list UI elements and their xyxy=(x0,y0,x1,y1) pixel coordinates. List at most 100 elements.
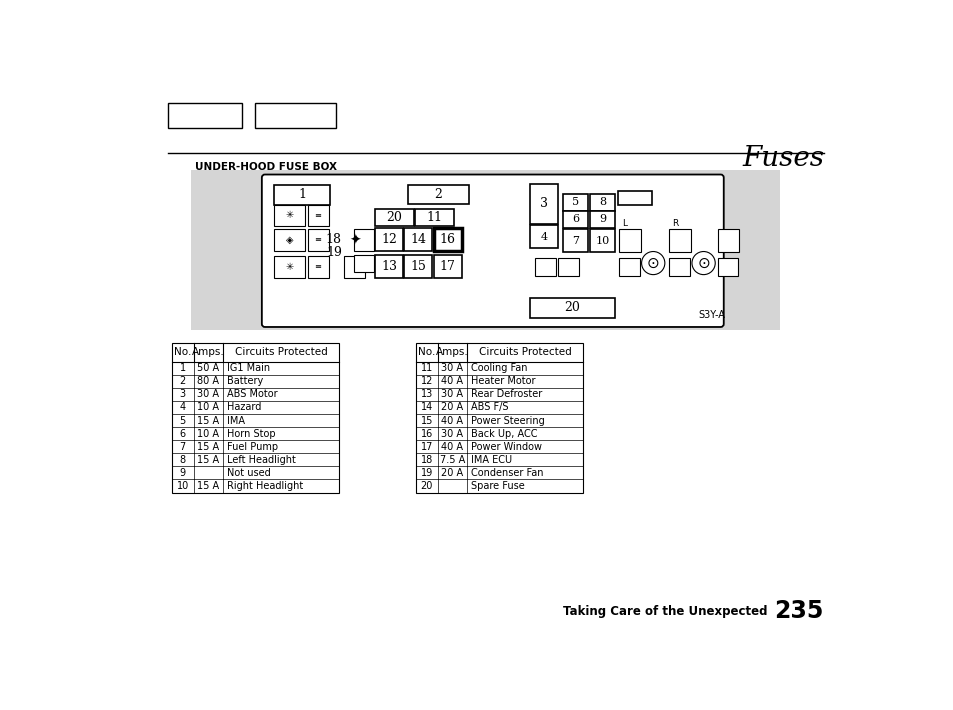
Bar xyxy=(558,258,578,276)
Bar xyxy=(534,258,555,276)
Bar xyxy=(618,229,640,252)
Text: Left Headlight: Left Headlight xyxy=(227,455,295,465)
Text: 19: 19 xyxy=(420,468,433,478)
Text: 40 A: 40 A xyxy=(441,376,463,386)
Text: IG1 Main: IG1 Main xyxy=(227,364,270,373)
Text: 12: 12 xyxy=(420,376,433,386)
Text: R: R xyxy=(672,219,679,228)
Bar xyxy=(530,225,558,248)
Text: 14: 14 xyxy=(410,233,426,246)
Bar xyxy=(307,204,328,226)
Text: 9: 9 xyxy=(179,468,186,478)
Text: 17: 17 xyxy=(420,442,433,452)
Bar xyxy=(434,255,461,278)
Text: 2: 2 xyxy=(179,376,186,386)
Text: 30 A: 30 A xyxy=(441,389,463,399)
Text: 4: 4 xyxy=(539,232,547,242)
Text: 235: 235 xyxy=(773,599,822,623)
Text: 16: 16 xyxy=(420,429,433,439)
Text: 15: 15 xyxy=(410,260,426,273)
Text: Condenser Fan: Condenser Fan xyxy=(471,468,543,478)
Bar xyxy=(717,258,738,276)
Text: 15 A: 15 A xyxy=(197,442,219,452)
Text: Battery: Battery xyxy=(227,376,263,386)
Bar xyxy=(404,255,432,278)
Text: UNDER-HOOD FUSE BOX: UNDER-HOOD FUSE BOX xyxy=(195,162,336,173)
Text: ≡: ≡ xyxy=(314,236,321,244)
Bar xyxy=(408,185,468,204)
Text: 2: 2 xyxy=(435,187,442,201)
Text: IMA: IMA xyxy=(227,415,245,425)
Text: 11: 11 xyxy=(420,364,433,373)
Text: Heater Motor: Heater Motor xyxy=(471,376,535,386)
Bar xyxy=(354,255,374,271)
Text: ≡: ≡ xyxy=(314,263,321,271)
Text: 14: 14 xyxy=(420,403,433,413)
Bar xyxy=(375,209,414,226)
Text: 30 A: 30 A xyxy=(441,364,463,373)
Text: 9: 9 xyxy=(598,214,605,224)
Text: 40 A: 40 A xyxy=(441,415,463,425)
Text: 17: 17 xyxy=(439,260,456,273)
Text: ✳: ✳ xyxy=(285,210,294,220)
FancyBboxPatch shape xyxy=(261,175,723,327)
Bar xyxy=(562,229,587,252)
Bar xyxy=(168,103,241,128)
Bar xyxy=(274,229,305,251)
Text: Fuses: Fuses xyxy=(741,146,823,173)
Bar xyxy=(416,343,583,493)
Text: 8: 8 xyxy=(179,455,186,465)
Text: No.: No. xyxy=(417,347,436,357)
Bar xyxy=(589,229,615,252)
Text: Fuel Pump: Fuel Pump xyxy=(227,442,278,452)
Text: 3: 3 xyxy=(539,197,547,210)
Text: Cooling Fan: Cooling Fan xyxy=(471,364,527,373)
Text: 20 A: 20 A xyxy=(441,403,463,413)
Text: Amps.: Amps. xyxy=(192,347,225,357)
Text: S3Y-A: S3Y-A xyxy=(698,310,724,320)
Text: L: L xyxy=(621,219,626,228)
Text: 7: 7 xyxy=(179,442,186,452)
Bar xyxy=(274,256,305,278)
Bar xyxy=(404,228,432,251)
Text: 5: 5 xyxy=(571,197,578,207)
Text: Circuits Protected: Circuits Protected xyxy=(234,347,327,357)
Text: 12: 12 xyxy=(380,233,396,246)
Text: 3: 3 xyxy=(179,389,186,399)
Bar xyxy=(669,258,690,276)
Text: 15 A: 15 A xyxy=(197,481,219,491)
Bar xyxy=(307,229,328,251)
Text: Hazard: Hazard xyxy=(227,403,261,413)
Text: Rear Defroster: Rear Defroster xyxy=(471,389,542,399)
Text: ⊙: ⊙ xyxy=(697,256,709,271)
Text: No.: No. xyxy=(174,347,192,357)
Text: 30 A: 30 A xyxy=(197,389,219,399)
Text: Spare Fuse: Spare Fuse xyxy=(471,481,524,491)
Text: 13: 13 xyxy=(420,389,433,399)
Text: ABS Motor: ABS Motor xyxy=(227,389,277,399)
Text: 6: 6 xyxy=(571,214,578,224)
Text: IMA ECU: IMA ECU xyxy=(471,455,512,465)
Text: 10 A: 10 A xyxy=(197,403,219,413)
Text: Amps.: Amps. xyxy=(436,347,468,357)
Text: 11: 11 xyxy=(426,211,442,224)
Text: 16: 16 xyxy=(439,233,456,246)
Bar xyxy=(669,229,691,252)
Text: 30 A: 30 A xyxy=(441,429,463,439)
Bar xyxy=(717,229,739,252)
Text: Power Steering: Power Steering xyxy=(471,415,544,425)
Text: 4: 4 xyxy=(179,403,186,413)
Text: 8: 8 xyxy=(598,197,605,207)
Bar xyxy=(172,343,339,493)
Bar xyxy=(415,209,454,226)
Text: Right Headlight: Right Headlight xyxy=(227,481,303,491)
Bar xyxy=(344,256,365,278)
Bar xyxy=(618,258,639,276)
Text: Horn Stop: Horn Stop xyxy=(227,429,275,439)
Text: Taking Care of the Unexpected: Taking Care of the Unexpected xyxy=(562,605,766,618)
Text: Power Window: Power Window xyxy=(471,442,541,452)
Text: ✦: ✦ xyxy=(350,234,361,248)
Text: 15 A: 15 A xyxy=(197,455,219,465)
Bar xyxy=(191,170,779,330)
Text: 18: 18 xyxy=(420,455,433,465)
